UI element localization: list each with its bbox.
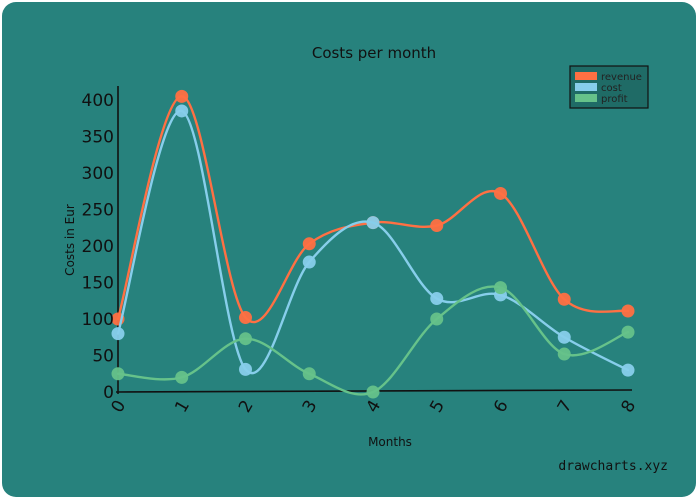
y-tick-label: 350	[82, 128, 114, 148]
data-point-profit	[557, 347, 571, 361]
y-axis-label: Costs in Eur	[63, 204, 77, 276]
data-point-cost	[557, 330, 571, 344]
y-tick-label: 0	[103, 383, 114, 403]
data-point-profit	[621, 325, 635, 339]
data-point-revenue	[302, 237, 316, 251]
data-point-cost	[430, 292, 444, 306]
data-point-profit	[111, 367, 125, 381]
legend-label-revenue: revenue	[601, 72, 642, 83]
x-tick-label: 8	[617, 397, 640, 416]
series-cost	[111, 104, 635, 377]
data-point-profit	[175, 370, 189, 384]
data-point-profit	[494, 281, 507, 295]
data-point-profit	[239, 332, 252, 346]
legend-label-cost: cost	[601, 83, 622, 94]
data-point-revenue	[239, 311, 252, 325]
legend-swatch-profit	[575, 94, 597, 102]
data-point-revenue	[494, 186, 507, 200]
data-point-profit	[302, 367, 316, 381]
y-tick-label: 250	[82, 201, 114, 221]
data-point-cost	[302, 255, 316, 269]
x-tick-label: 3	[299, 397, 322, 416]
data-point-revenue	[557, 292, 571, 306]
data-point-profit	[366, 385, 380, 399]
series-line-revenue	[116, 95, 630, 324]
data-point-cost	[621, 363, 635, 377]
x-tick-label: 2	[235, 397, 258, 416]
legend-swatch-revenue	[575, 72, 597, 80]
legend-label-profit: profit	[601, 94, 628, 105]
data-point-cost	[239, 362, 252, 376]
y-tick-label: 50	[92, 347, 114, 367]
x-tick-label: 0	[107, 397, 130, 416]
chart-title: Costs per month	[312, 44, 436, 62]
x-tick-label: 4	[362, 397, 385, 416]
y-tick-label: 200	[82, 237, 114, 257]
tick-labels: 0 50 100 150 200 250 300 350 400 0 1 2 3 4 5 6 7 8	[82, 91, 641, 416]
data-point-profit	[430, 312, 444, 326]
y-tick-label: 100	[82, 310, 114, 330]
data-point-cost	[366, 216, 380, 230]
x-tick-label: 5	[426, 397, 449, 416]
data-point-cost	[175, 104, 189, 118]
legend-swatch-cost	[575, 83, 597, 91]
data-point-revenue	[430, 219, 444, 233]
y-tick-label: 300	[82, 164, 114, 184]
x-tick-label: 6	[490, 397, 513, 416]
series-layer	[111, 89, 635, 399]
data-point-revenue	[621, 304, 635, 318]
series-revenue	[111, 89, 635, 326]
y-tick-label: 400	[82, 91, 114, 111]
x-tick-label: 1	[171, 397, 194, 416]
credit-text: drawcharts.xyz	[558, 459, 668, 474]
x-tick-label: 7	[554, 397, 577, 416]
series-profit	[111, 281, 635, 399]
series-line-cost	[116, 109, 630, 375]
data-point-revenue	[175, 89, 189, 103]
x-axis-label: Months	[368, 435, 412, 449]
y-tick-label: 150	[82, 274, 114, 294]
series-line-profit	[116, 285, 630, 396]
data-point-cost	[111, 327, 125, 341]
